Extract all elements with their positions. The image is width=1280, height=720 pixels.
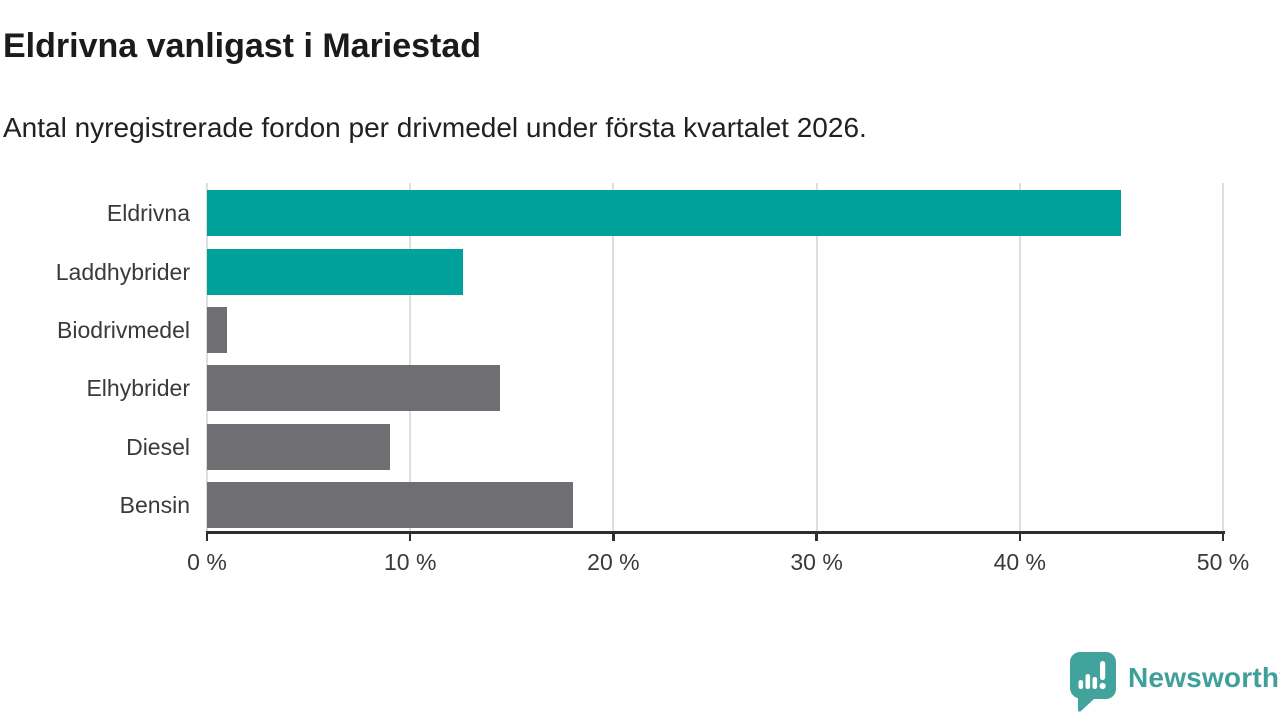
x-tick-label: 50 % bbox=[1196, 549, 1250, 575]
mini-bar-2 bbox=[1085, 674, 1091, 689]
mini-bar-1 bbox=[1078, 680, 1084, 689]
category-label: Bensin bbox=[119, 491, 190, 518]
gridline bbox=[815, 183, 818, 531]
bar-eldrivna bbox=[207, 190, 1122, 237]
bar-diesel bbox=[207, 423, 390, 470]
bar-biodrivmedel bbox=[207, 306, 228, 353]
gridline bbox=[612, 183, 615, 531]
x-axis-tick bbox=[612, 534, 615, 541]
exclamation-bar bbox=[1100, 661, 1106, 680]
x-axis-tick bbox=[205, 534, 209, 541]
x-tick-label: 20 % bbox=[587, 549, 640, 575]
mini-bar-3 bbox=[1092, 677, 1098, 689]
newsworthy-logo-icon bbox=[1070, 652, 1116, 712]
bar-elhybrider bbox=[207, 365, 500, 412]
x-axis-line bbox=[205, 531, 1225, 534]
newsworthy-logo: Newsworthy bbox=[1070, 652, 1280, 712]
x-tick-label: 30 % bbox=[790, 549, 843, 575]
gridline bbox=[1018, 183, 1021, 531]
category-label: Diesel bbox=[126, 433, 190, 460]
gridline bbox=[206, 183, 208, 531]
chart-title: Eldrivna vanligast i Mariestad bbox=[3, 27, 482, 65]
x-tick-label: 40 % bbox=[993, 549, 1047, 575]
x-tick-label: 10 % bbox=[383, 549, 437, 575]
x-tick-label: 0 % bbox=[187, 549, 227, 575]
category-label: Eldrivna bbox=[106, 200, 190, 227]
category-label: Laddhybrider bbox=[55, 258, 190, 285]
category-label: Elhybrider bbox=[86, 375, 190, 402]
gridline bbox=[409, 183, 412, 531]
x-axis-tick bbox=[815, 534, 818, 541]
bar-bensin bbox=[207, 481, 573, 528]
x-axis-tick bbox=[408, 534, 412, 541]
gridline bbox=[1222, 183, 1224, 531]
x-axis-tick bbox=[1018, 534, 1022, 541]
x-axis-tick bbox=[1221, 534, 1225, 541]
category-label: Biodrivmedel bbox=[57, 316, 190, 343]
exclamation-dot bbox=[1099, 682, 1106, 690]
chart-subtitle: Antal nyregistrerade fordon per drivmede… bbox=[3, 112, 867, 143]
newsworthy-wordmark: Newsworthy bbox=[1128, 662, 1280, 693]
bar-laddhybrider bbox=[207, 248, 464, 295]
